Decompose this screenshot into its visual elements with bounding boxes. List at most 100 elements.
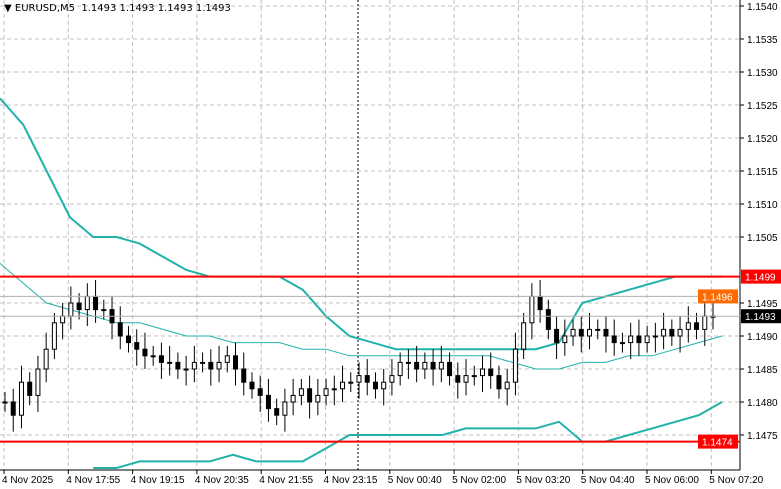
candle-body xyxy=(27,381,33,396)
candle xyxy=(397,352,403,386)
bollinger-lower-band xyxy=(93,401,723,469)
time-tick-label: 4 Nov 20:35 xyxy=(195,475,249,486)
candle-body xyxy=(562,335,568,344)
candle-body xyxy=(611,335,617,344)
candle xyxy=(381,369,387,406)
candle-body xyxy=(372,381,378,390)
candle xyxy=(702,303,708,346)
candle xyxy=(628,322,634,360)
candle-body xyxy=(224,355,230,363)
price-tick-label: 1.1490 xyxy=(747,332,778,343)
candle xyxy=(570,319,576,346)
candle-body xyxy=(51,322,57,350)
candle-body xyxy=(471,375,477,378)
time-tick-label: 4 Nov 23:15 xyxy=(324,475,378,486)
candle xyxy=(224,345,230,373)
price-label-background xyxy=(698,434,738,449)
price-level-label: 1.1493 xyxy=(745,312,776,323)
candle xyxy=(68,286,74,330)
candle-body xyxy=(702,315,708,330)
candle-body xyxy=(381,381,387,390)
price-tick-label: 1.1535 xyxy=(747,35,778,46)
candle-body xyxy=(348,381,354,384)
price-level-label: 1.1499 xyxy=(745,273,776,284)
candle xyxy=(587,312,593,350)
collapse-triangle-icon[interactable]: ▼ xyxy=(4,3,15,14)
candle-body xyxy=(233,355,239,370)
candle xyxy=(661,312,667,350)
candle-body xyxy=(265,394,271,410)
candle-body xyxy=(18,381,24,416)
candle-body xyxy=(488,368,494,377)
candle-body xyxy=(315,394,321,403)
candle-body xyxy=(554,328,560,344)
candle-body xyxy=(10,401,16,416)
candle xyxy=(150,345,156,366)
candle-body xyxy=(545,309,551,330)
candle-body xyxy=(694,322,700,330)
price-tick-label: 1.1510 xyxy=(747,200,778,211)
candle-body xyxy=(167,361,173,364)
candle xyxy=(51,312,57,360)
time-tick-label: 4 Nov 2025 xyxy=(2,475,54,486)
candle xyxy=(282,388,288,432)
candle-body xyxy=(200,361,206,364)
candle-body xyxy=(603,328,609,337)
candle xyxy=(2,392,8,412)
candle-body xyxy=(307,388,313,403)
candle xyxy=(677,316,683,353)
candle-body xyxy=(68,302,74,317)
time-tick-label: 5 Nov 04:40 xyxy=(581,475,635,486)
candle xyxy=(158,342,164,379)
candle xyxy=(512,332,518,396)
candle-body xyxy=(529,295,535,324)
candle xyxy=(76,293,82,320)
candle xyxy=(35,355,41,412)
candle-body xyxy=(183,368,189,371)
candle-body xyxy=(142,348,148,357)
candle-body xyxy=(652,335,658,338)
candle xyxy=(307,375,313,419)
time-tick-label: 4 Nov 19:15 xyxy=(131,475,185,486)
price-tick-label: 1.1495 xyxy=(747,299,778,310)
candle-body xyxy=(323,388,329,396)
candle-body xyxy=(430,361,436,370)
price-level-label: 1.1474 xyxy=(702,438,733,449)
candle xyxy=(611,319,617,356)
candle-body xyxy=(389,375,395,383)
candle xyxy=(191,345,197,383)
candle-body xyxy=(356,375,362,383)
candle xyxy=(644,326,650,353)
candle-body xyxy=(117,322,123,337)
candle xyxy=(455,362,461,399)
candle-body xyxy=(578,328,584,337)
candle-body xyxy=(60,315,66,324)
candle xyxy=(175,352,181,379)
candle-body xyxy=(512,348,518,383)
candle-body xyxy=(274,408,280,416)
price-tick-label: 1.1530 xyxy=(747,68,778,79)
candle-body xyxy=(677,328,683,337)
candle-body xyxy=(331,388,337,391)
candle-body xyxy=(636,335,642,344)
candle xyxy=(117,306,123,350)
candle xyxy=(331,375,337,406)
candle-body xyxy=(537,295,543,311)
candle xyxy=(364,359,370,396)
candle-body xyxy=(504,381,510,390)
candle-body xyxy=(158,355,164,363)
time-tick-label: 5 Nov 06:00 xyxy=(645,475,699,486)
candle-body xyxy=(405,361,411,364)
candle xyxy=(619,332,625,353)
candle xyxy=(200,352,206,373)
price-tick-label: 1.1475 xyxy=(747,431,778,442)
candle-body xyxy=(282,401,288,416)
candle xyxy=(578,316,584,353)
price-tick-label: 1.1515 xyxy=(747,167,778,178)
candle-body xyxy=(84,295,90,311)
candle xyxy=(652,322,658,353)
price-tick-label: 1.1505 xyxy=(747,233,778,244)
candle xyxy=(43,332,49,383)
